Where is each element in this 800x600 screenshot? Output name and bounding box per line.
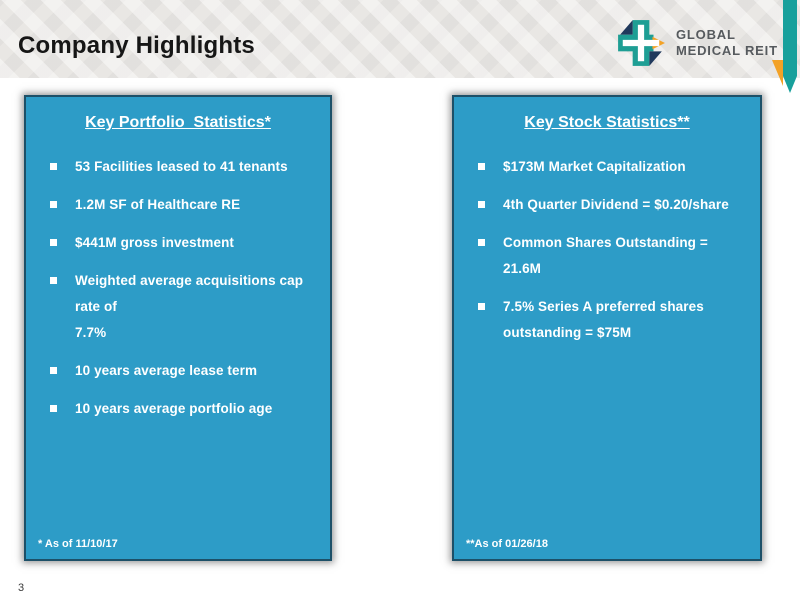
bullet-text: 10 years average lease term (75, 363, 258, 378)
bullet-square-icon (50, 367, 57, 374)
page-number: 3 (18, 582, 25, 594)
bullet-text: 4th Quarter Dividend = $0.20/share (503, 197, 729, 212)
bullet-square-icon (478, 201, 485, 208)
portfolio-footnote: * As of 11/10/17 (38, 538, 118, 550)
bullet-item: 1.2M SF of Healthcare RE (42, 192, 316, 218)
bullet-square-icon (50, 239, 57, 246)
bullet-square-icon (478, 239, 485, 246)
bullet-item: 53 Facilities leased to 41 tenants (42, 154, 316, 180)
stock-box-title: Key Stock Statistics** (524, 114, 690, 131)
portfolio-box-title: Key Portfolio Statistics* (85, 114, 271, 131)
bullet-text: Common Shares Outstanding = 21.6M (503, 235, 708, 276)
bullet-text: 10 years average portfolio age (75, 401, 273, 416)
stock-footnote: **As of 01/26/18 (466, 538, 548, 550)
bullet-text: 1.2M SF of Healthcare RE (75, 197, 241, 212)
bullet-item: Weighted average acquisitions cap rate o… (42, 268, 316, 346)
bullet-square-icon (50, 163, 57, 170)
bullet-text: $441M gross investment (75, 235, 235, 250)
bullet-item: $173M Market Capitalization (470, 154, 746, 180)
teal-ribbon-arrow-icon (772, 0, 797, 93)
page-title: Company Highlights (18, 32, 255, 59)
bullet-item: 7.5% Series A preferred shares outstandin… (470, 294, 746, 346)
logo-wordmark: GLOBAL MEDICAL REIT (676, 27, 778, 59)
bullet-text: Weighted average acquisitions cap rate o… (75, 273, 304, 340)
portfolio-statistics-box: Key Portfolio Statistics* 53 Facilities … (24, 95, 332, 561)
bullet-item: Common Shares Outstanding = 21.6M (470, 230, 746, 282)
bullet-square-icon (478, 163, 485, 170)
bullet-item: 10 years average portfolio age (42, 396, 316, 422)
bullet-text: 53 Facilities leased to 41 tenants (75, 159, 288, 174)
bullet-square-icon (50, 277, 57, 284)
bullet-text: 7.5% Series A preferred shares outstandin… (503, 299, 704, 340)
bullet-text: $173M Market Capitalization (503, 159, 686, 174)
logo-wordmark-line1: GLOBAL (676, 27, 736, 42)
stock-statistics-box: Key Stock Statistics** $173M Market Capi… (452, 95, 762, 561)
bullet-square-icon (50, 201, 57, 208)
logo-wordmark-line2: MEDICAL REIT (676, 43, 778, 58)
company-logo: GLOBAL MEDICAL REIT (616, 18, 778, 68)
bullet-item: $441M gross investment (42, 230, 316, 256)
bullet-item: 10 years average lease term (42, 358, 316, 384)
header-band (0, 0, 800, 78)
medical-cross-pinwheel-icon (618, 20, 665, 66)
portfolio-bullet-list: 53 Facilities leased to 41 tenants 1.2M S… (42, 154, 316, 422)
bullet-square-icon (478, 303, 485, 310)
bullet-square-icon (50, 405, 57, 412)
stock-bullet-list: $173M Market Capitalization 4th Quarter D… (470, 154, 746, 346)
bullet-item: 4th Quarter Dividend = $0.20/share (470, 192, 746, 218)
